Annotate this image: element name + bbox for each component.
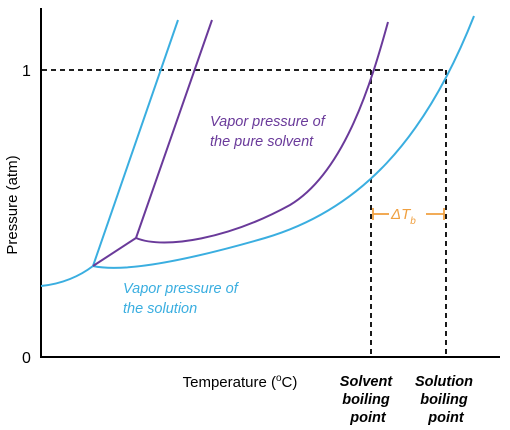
solution-vapor-pressure-curve <box>92 15 475 269</box>
y-axis-label: Pressure (atm) <box>4 155 21 254</box>
solvent-melting-curve <box>135 19 213 239</box>
solvent-vapor-pressure-curve <box>135 21 389 244</box>
solution-sublimation-curve <box>40 265 94 287</box>
solution-label: Vapor pressure of the solution <box>123 281 242 317</box>
x-axis-label: Temperature (oC) <box>183 373 298 391</box>
ytick-1: 1 <box>22 63 31 80</box>
delta-tb-label: ΔTb <box>390 206 416 227</box>
solution-melting-curve <box>92 19 179 267</box>
delta-tb-marker <box>372 208 445 220</box>
solvent-bp-label: Solvent boiling point <box>340 374 396 426</box>
pure-solvent-label: Vapor pressure of the pure solvent <box>210 114 329 150</box>
ytick-0: 0 <box>22 350 31 367</box>
solution-bp-label: Solution boiling point <box>415 374 477 426</box>
solvent-sublimation-curve <box>92 237 137 267</box>
